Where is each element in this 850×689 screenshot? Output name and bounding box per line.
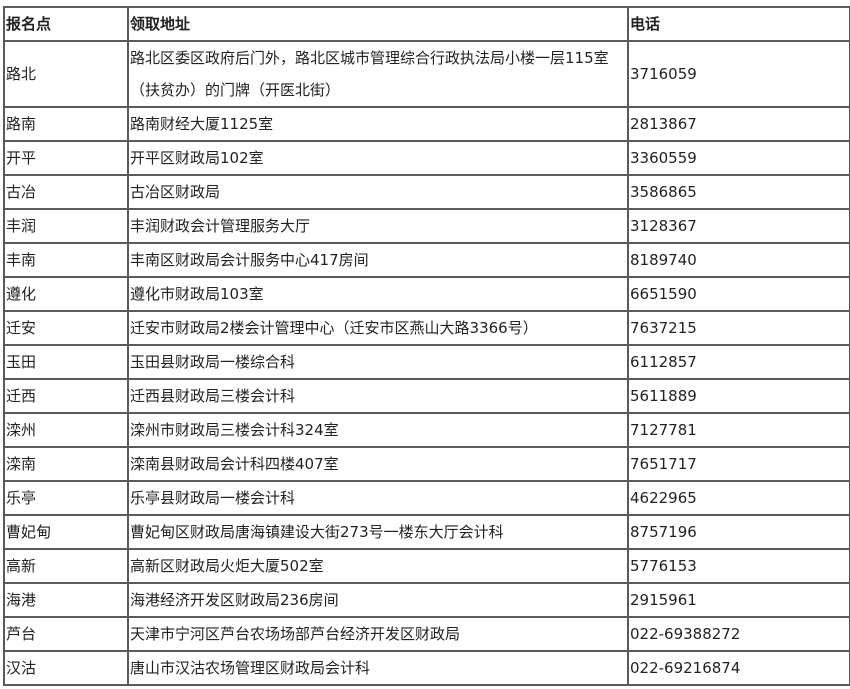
phone-cell: 3716059: [627, 40, 850, 108]
address-cell: 海港经济开发区财政局236房间: [127, 582, 629, 618]
table-row: 路南 路南财经大厦1125室 2813867: [3, 106, 850, 142]
location-cell: 曹妃甸: [3, 514, 129, 550]
table-row: 汉沽 唐山市汉沽农场管理区财政局会计科 022-69216874: [3, 650, 850, 686]
header-address: 领取地址: [127, 6, 629, 42]
phone-cell: 7127781: [627, 412, 850, 448]
phone-cell: 2813867: [627, 106, 850, 142]
address-cell: 高新区财政局火炬大厦502室: [127, 548, 629, 584]
header-phone: 电话: [627, 6, 850, 42]
table-row: 迁西 迁西县财政局三楼会计科 5611889: [3, 378, 850, 414]
table-row: 丰润 丰润财政会计管理服务大厅 3128367: [3, 208, 850, 244]
table-row: 玉田 玉田县财政局一楼综合科 6112857: [3, 344, 850, 380]
location-cell: 海港: [3, 582, 129, 618]
location-cell: 迁安: [3, 310, 129, 346]
table-row: 开平 开平区财政局102室 3360559: [3, 140, 850, 176]
address-cell: 遵化市财政局103室: [127, 276, 629, 312]
table-row: 迁安 迁安市财政局2楼会计管理中心（迁安市区燕山大路3366号） 7637215: [3, 310, 850, 346]
table-row: 滦南 滦南县财政局会计科四楼407室 7651717: [3, 446, 850, 482]
address-cell: 丰南区财政局会计服务中心417房间: [127, 242, 629, 278]
address-cell: 滦南县财政局会计科四楼407室: [127, 446, 629, 482]
table-row: 乐亭 乐亭县财政局一楼会计科 4622965: [3, 480, 850, 516]
phone-cell: 6112857: [627, 344, 850, 380]
location-cell: 玉田: [3, 344, 129, 380]
address-cell: 开平区财政局102室: [127, 140, 629, 176]
phone-cell: 8757196: [627, 514, 850, 550]
address-cell: 玉田县财政局一楼综合科: [127, 344, 629, 380]
address-cell: 丰润财政会计管理服务大厅: [127, 208, 629, 244]
location-cell: 芦台: [3, 616, 129, 652]
phone-cell: 022-69388272: [627, 616, 850, 652]
address-cell: 迁安市财政局2楼会计管理中心（迁安市区燕山大路3366号）: [127, 310, 629, 346]
location-cell: 路北: [3, 40, 129, 108]
location-cell: 丰润: [3, 208, 129, 244]
table-row: 高新 高新区财政局火炬大厦502室 5776153: [3, 548, 850, 584]
table-row: 丰南 丰南区财政局会计服务中心417房间 8189740: [3, 242, 850, 278]
header-row: 报名点 领取地址 电话: [3, 6, 850, 42]
phone-cell: 2915961: [627, 582, 850, 618]
phone-cell: 5776153: [627, 548, 850, 584]
phone-cell: 8189740: [627, 242, 850, 278]
address-cell: 路北区委区政府后门外，路北区城市管理综合行政执法局小楼一层115室（扶贫办）的门…: [127, 40, 629, 108]
address-cell: 唐山市汉沽农场管理区财政局会计科: [127, 650, 629, 686]
location-cell: 古冶: [3, 174, 129, 210]
location-cell: 滦南: [3, 446, 129, 482]
phone-cell: 7637215: [627, 310, 850, 346]
table-row: 海港 海港经济开发区财政局236房间 2915961: [3, 582, 850, 618]
phone-cell: 6651590: [627, 276, 850, 312]
table-row: 曹妃甸 曹妃甸区财政局唐海镇建设大街273号一楼东大厅会计科 8757196: [3, 514, 850, 550]
table-row: 滦州 滦州市财政局三楼会计科324室 7127781: [3, 412, 850, 448]
phone-cell: 3360559: [627, 140, 850, 176]
phone-cell: 3128367: [627, 208, 850, 244]
location-cell: 遵化: [3, 276, 129, 312]
location-cell: 开平: [3, 140, 129, 176]
address-cell: 迁西县财政局三楼会计科: [127, 378, 629, 414]
address-cell: 天津市宁河区芦台农场场部芦台经济开发区财政局: [127, 616, 629, 652]
table-row: 古冶 古冶区财政局 3586865: [3, 174, 850, 210]
registration-points-table: 报名点 领取地址 电话 路北 路北区委区政府后门外，路北区城市管理综合行政执法局小…: [3, 6, 850, 686]
location-cell: 乐亭: [3, 480, 129, 516]
location-cell: 汉沽: [3, 650, 129, 686]
address-cell: 古冶区财政局: [127, 174, 629, 210]
table-row: 路北 路北区委区政府后门外，路北区城市管理综合行政执法局小楼一层115室（扶贫办）…: [3, 40, 850, 108]
header-location: 报名点: [3, 6, 129, 42]
phone-cell: 3586865: [627, 174, 850, 210]
location-cell: 迁西: [3, 378, 129, 414]
address-cell: 路南财经大厦1125室: [127, 106, 629, 142]
location-cell: 丰南: [3, 242, 129, 278]
table-row: 遵化 遵化市财政局103室 6651590: [3, 276, 850, 312]
address-cell: 曹妃甸区财政局唐海镇建设大街273号一楼东大厅会计科: [127, 514, 629, 550]
location-cell: 高新: [3, 548, 129, 584]
phone-cell: 7651717: [627, 446, 850, 482]
address-cell: 乐亭县财政局一楼会计科: [127, 480, 629, 516]
location-cell: 滦州: [3, 412, 129, 448]
table-row: 芦台 天津市宁河区芦台农场场部芦台经济开发区财政局 022-69388272: [3, 616, 850, 652]
phone-cell: 4622965: [627, 480, 850, 516]
address-cell: 滦州市财政局三楼会计科324室: [127, 412, 629, 448]
phone-cell: 5611889: [627, 378, 850, 414]
location-cell: 路南: [3, 106, 129, 142]
phone-cell: 022-69216874: [627, 650, 850, 686]
